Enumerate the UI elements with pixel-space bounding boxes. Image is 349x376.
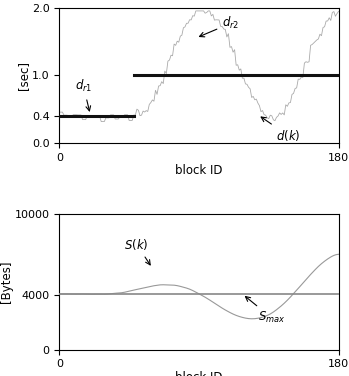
X-axis label: block ID: block ID xyxy=(175,164,223,177)
Text: $S_{max}$: $S_{max}$ xyxy=(245,297,285,325)
Text: $d(k)$: $d(k)$ xyxy=(261,117,301,143)
Text: $S(k)$: $S(k)$ xyxy=(125,237,150,265)
Text: $d_{r2}$: $d_{r2}$ xyxy=(200,15,239,37)
Text: $d_{r1}$: $d_{r1}$ xyxy=(75,78,92,111)
Y-axis label: [sec]: [sec] xyxy=(17,61,30,90)
Y-axis label: [Bytes]: [Bytes] xyxy=(0,261,13,303)
X-axis label: block ID: block ID xyxy=(175,371,223,376)
